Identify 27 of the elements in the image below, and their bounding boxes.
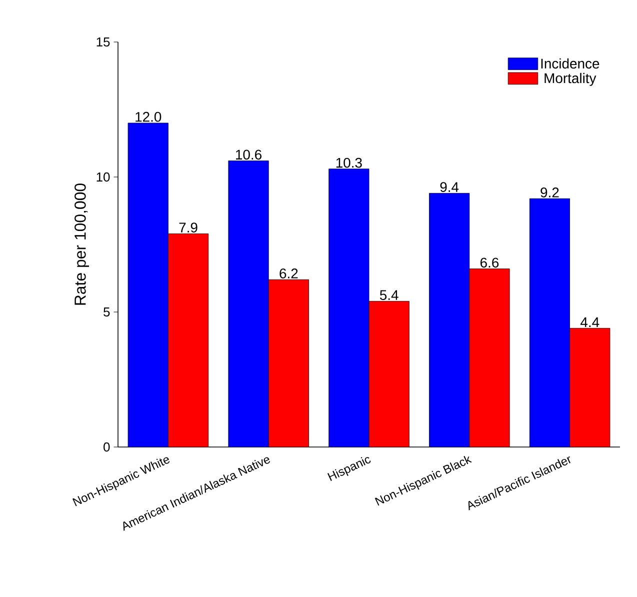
legend-label: Mortality bbox=[544, 72, 596, 86]
data-label: 9.4 bbox=[440, 182, 459, 192]
bar bbox=[429, 193, 470, 447]
bar bbox=[228, 160, 269, 447]
bar bbox=[168, 234, 208, 447]
data-label: 10.3 bbox=[336, 158, 362, 168]
bar bbox=[529, 198, 570, 447]
bar bbox=[328, 168, 369, 447]
bar bbox=[268, 280, 309, 447]
data-label: 9.2 bbox=[540, 188, 559, 198]
bar bbox=[128, 122, 168, 447]
y-tick-label: 0 bbox=[104, 442, 110, 452]
y-axis-title: Rate per 100,000 bbox=[74, 184, 89, 305]
bar bbox=[469, 268, 510, 447]
data-label: 4.4 bbox=[580, 317, 600, 327]
data-label: 5.4 bbox=[380, 290, 398, 300]
data-label: 10.6 bbox=[236, 150, 262, 160]
y-tick-label: 10 bbox=[96, 172, 110, 182]
data-label: 12.0 bbox=[136, 112, 162, 122]
y-tick-label: 15 bbox=[96, 37, 110, 47]
bar bbox=[369, 301, 410, 447]
legend-label: Incidence bbox=[541, 58, 600, 69]
y-tick-label: 5 bbox=[104, 307, 110, 317]
data-label: 6.6 bbox=[480, 258, 499, 268]
bar bbox=[570, 328, 610, 447]
data-label: 6.2 bbox=[280, 268, 298, 278]
data-label: 7.9 bbox=[179, 222, 198, 233]
